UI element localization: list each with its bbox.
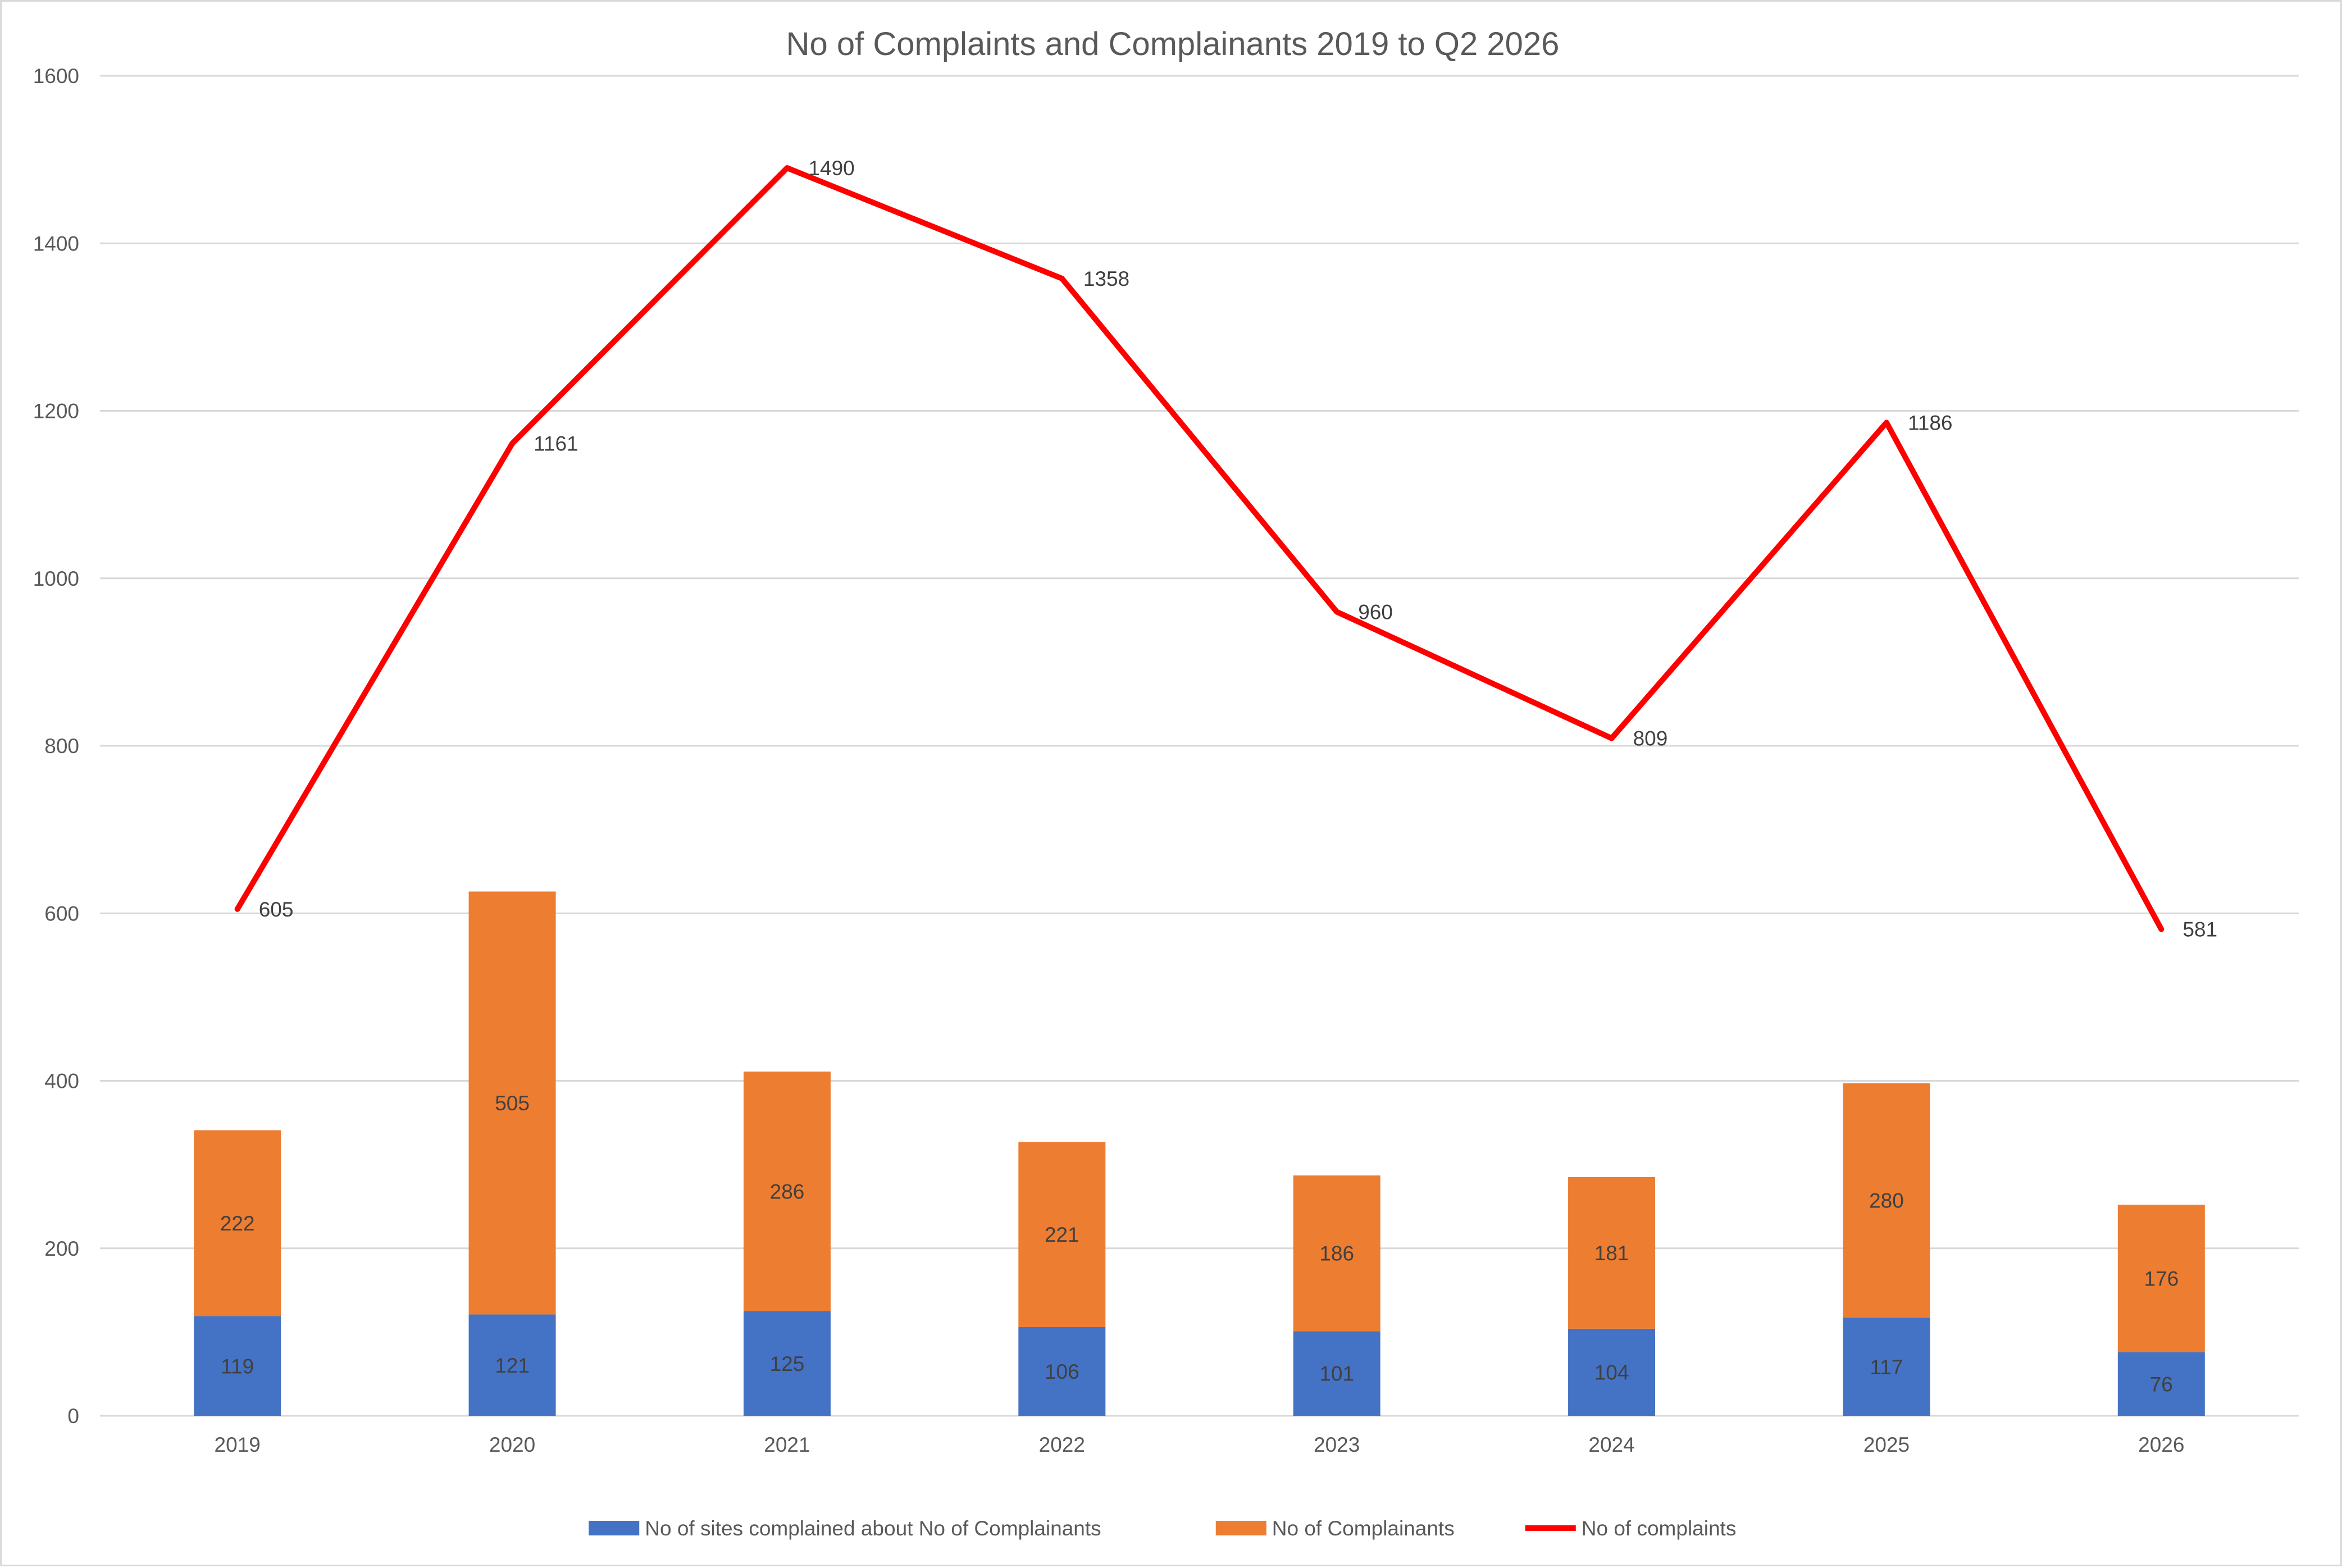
legend-swatch — [589, 1521, 640, 1535]
line-data-label: 581 — [2182, 918, 2217, 941]
complaints-line — [234, 165, 2165, 932]
y-tick-label: 0 — [67, 1405, 79, 1428]
bar-segment — [743, 1072, 831, 1311]
bar-data-label: 106 — [1045, 1360, 1079, 1383]
chart-title: No of Complaints and Complainants 2019 t… — [786, 26, 1560, 62]
y-tick-label: 1600 — [33, 65, 79, 88]
line-data-label: 960 — [1358, 600, 1393, 623]
bar-segment — [1843, 1083, 1930, 1318]
bar-data-label: 222 — [220, 1212, 255, 1235]
bar-data-label: 125 — [770, 1352, 805, 1375]
bar-segment — [1018, 1142, 1106, 1327]
bar-data-label: 76 — [2150, 1373, 2173, 1396]
bar-data-label: 280 — [1869, 1189, 1904, 1213]
bar-data-label: 286 — [770, 1180, 805, 1203]
bar-data-label: 176 — [2144, 1267, 2179, 1290]
y-tick-label: 1400 — [33, 232, 79, 255]
line-data-label: 1490 — [808, 157, 854, 180]
bar-data-label: 117 — [1870, 1356, 1903, 1379]
y-tick-label: 800 — [44, 735, 79, 758]
bar-segment — [1568, 1177, 1656, 1329]
x-tick-label: 2025 — [1863, 1433, 1910, 1456]
legend-label: No of sites complained about No of Compl… — [645, 1517, 1101, 1540]
bar-data-label: 505 — [495, 1092, 530, 1115]
line-data-label: 605 — [259, 898, 294, 921]
bar-segment — [743, 1311, 831, 1416]
x-tick-label: 2020 — [489, 1433, 535, 1456]
bar-segment — [2117, 1205, 2205, 1352]
x-axis: 2019 2020 2021 2022 2023 2024 2025 2026 — [215, 1433, 2185, 1456]
bar-data-label: 119 — [221, 1355, 254, 1378]
legend-label: No of complaints — [1582, 1517, 1737, 1540]
x-tick-label: 2023 — [1314, 1433, 1360, 1456]
line-data-label: 1161 — [534, 432, 578, 455]
legend-swatch — [1215, 1521, 1266, 1535]
y-axis: 0 200 400 600 800 1000 1200 1400 1600 — [33, 65, 79, 1428]
bar-data-label: 186 — [1319, 1242, 1354, 1265]
x-tick-label: 2024 — [1588, 1433, 1634, 1456]
gridlines — [100, 75, 2299, 1417]
data-labels: 119 222 121 505 125 286 106 221 101 186 104 181 117 2… — [220, 157, 2217, 1396]
bar-segment — [1293, 1331, 1380, 1416]
bar-data-label: 221 — [1045, 1223, 1079, 1246]
bar-data-label: 104 — [1594, 1361, 1629, 1384]
y-tick-label: 1200 — [33, 400, 79, 423]
y-tick-label: 200 — [44, 1237, 79, 1260]
legend-label: No of Complainants — [1272, 1517, 1455, 1540]
bar-segment — [468, 1314, 556, 1416]
x-tick-label: 2022 — [1039, 1433, 1085, 1456]
bar-data-label: 121 — [495, 1354, 530, 1377]
bar-segment — [1843, 1318, 1930, 1416]
line-data-label: 1186 — [1908, 411, 1953, 434]
line-data-label: 1358 — [1083, 267, 1129, 290]
bar-data-label: 181 — [1594, 1242, 1629, 1265]
y-tick-label: 600 — [44, 902, 79, 925]
bar-segment — [1293, 1175, 1380, 1332]
bar-segment — [468, 891, 556, 1315]
y-tick-label: 1000 — [33, 567, 79, 590]
bar-segment — [194, 1316, 281, 1416]
line-series-path — [234, 165, 2165, 932]
bar-segment — [1568, 1328, 1656, 1416]
x-tick-label: 2021 — [764, 1433, 810, 1456]
bar-data-label: 101 — [1319, 1362, 1354, 1385]
bar-segment — [2117, 1352, 2205, 1416]
stacked-bars — [194, 891, 2205, 1416]
bar-segment — [1018, 1327, 1106, 1416]
x-tick-label: 2026 — [2138, 1433, 2184, 1456]
legend: No of sites complained about No of Compl… — [589, 1517, 1736, 1540]
y-tick-label: 400 — [44, 1070, 79, 1093]
bar-segment — [194, 1130, 281, 1316]
line-data-label: 809 — [1633, 727, 1668, 750]
x-tick-label: 2019 — [215, 1433, 261, 1456]
